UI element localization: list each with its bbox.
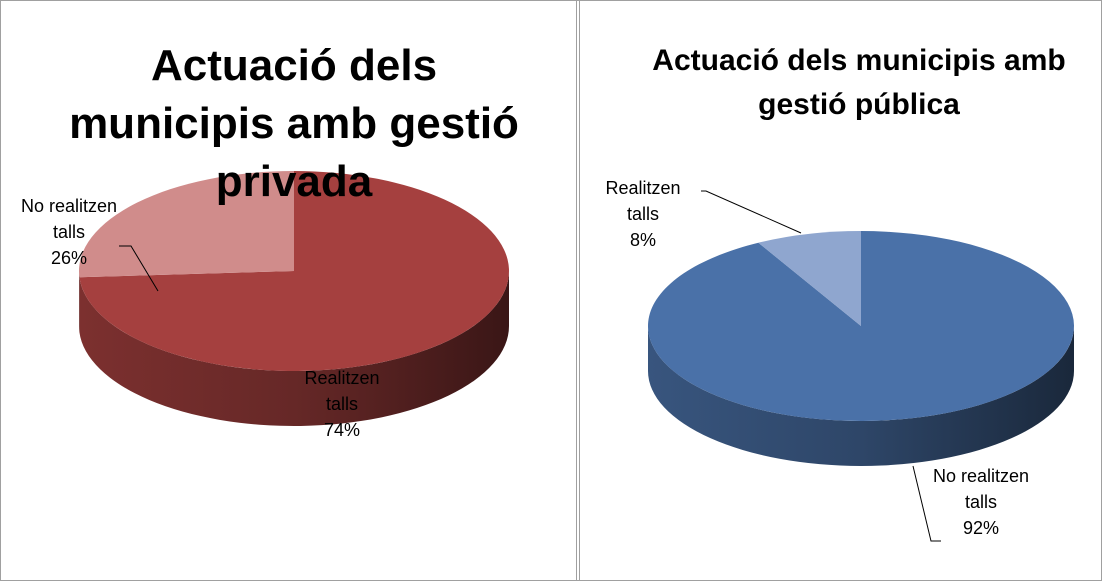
data-label: Realitzen talls 74% (301, 365, 383, 443)
data-label: Realitzen talls 8% (593, 175, 693, 253)
category-label: No realitzen talls (932, 466, 1030, 512)
pie-side (648, 326, 1074, 466)
chart (79, 171, 509, 426)
chart-title: Actuació dels municipis amb gestió públi… (652, 44, 1066, 121)
chart (648, 190, 1074, 542)
data-label: No realitzen talls 92% (931, 463, 1031, 541)
category-label: Realitzen talls (304, 368, 380, 414)
chart-panel: Actuació dels municipis amb gestió públi… (581, 1, 1101, 580)
value-label: 8% (629, 230, 656, 250)
pie-side (79, 271, 509, 426)
value-label: 92% (962, 518, 1000, 538)
pie-slice (758, 231, 861, 326)
leader-line (701, 190, 802, 234)
category-label: Realitzen talls (605, 178, 681, 224)
pie-slice (79, 171, 294, 278)
pie-slice (79, 171, 509, 371)
leader-line (912, 465, 941, 542)
category-label: No realitzen talls (20, 196, 118, 242)
separator (576, 1, 580, 580)
leader-line (119, 245, 159, 292)
value-label: 74% (323, 420, 361, 440)
data-label: No realitzen talls 26% (19, 193, 119, 271)
value-label: 26% (50, 248, 88, 268)
chart-title: Actuació dels municipis amb gestió priva… (69, 41, 519, 206)
pie-slice (648, 231, 1074, 422)
chart-panel: Actuació dels municipis amb gestió priva… (1, 1, 575, 580)
